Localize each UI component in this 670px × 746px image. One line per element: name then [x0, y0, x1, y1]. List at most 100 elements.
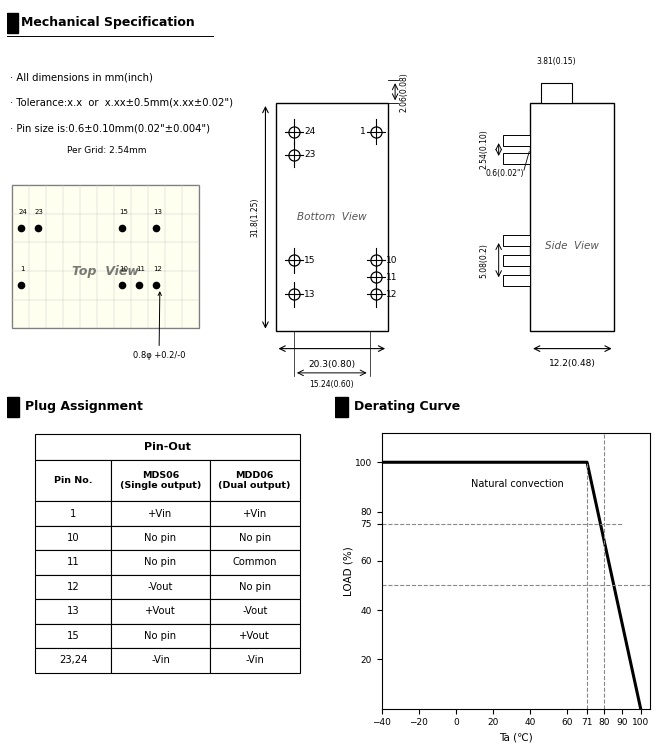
Bar [210, 501, 299, 526]
Text: 20.3(0.80): 20.3(0.80) [308, 360, 355, 369]
Bar [210, 648, 299, 673]
Bar [111, 551, 210, 574]
Bar [36, 551, 111, 574]
Text: 24: 24 [304, 127, 316, 137]
Text: 1: 1 [360, 127, 366, 137]
Text: 23: 23 [35, 209, 44, 215]
Text: 11: 11 [386, 273, 397, 282]
X-axis label: Ta (℃): Ta (℃) [499, 733, 533, 743]
Bar [210, 574, 299, 599]
Bar [7, 13, 18, 33]
Text: -Vin: -Vin [151, 655, 170, 665]
Text: · All dimensions in mm(inch): · All dimensions in mm(inch) [11, 72, 153, 82]
Bar [36, 599, 111, 624]
Text: No pin: No pin [145, 533, 176, 543]
Bar [210, 460, 299, 501]
Bar [210, 599, 299, 624]
Text: 15.24(0.60): 15.24(0.60) [310, 380, 354, 389]
Text: 10: 10 [120, 266, 129, 272]
Bar [12, 185, 198, 328]
Text: +Vin: +Vin [243, 509, 267, 518]
Bar [503, 275, 530, 286]
Text: Plug Assignment: Plug Assignment [25, 401, 143, 413]
Text: Top  View: Top View [72, 265, 139, 278]
Bar [7, 398, 19, 417]
Text: -Vin: -Vin [245, 655, 264, 665]
Text: MDS06
(Single output): MDS06 (Single output) [120, 471, 201, 490]
Text: Common: Common [232, 557, 277, 568]
Text: 12.2(0.48): 12.2(0.48) [549, 359, 596, 368]
Bar [503, 135, 530, 145]
Bar [503, 254, 530, 266]
Text: No pin: No pin [239, 582, 271, 592]
Text: 15: 15 [67, 631, 80, 641]
Text: Mechanical Specification: Mechanical Specification [21, 16, 195, 29]
Text: 24: 24 [18, 209, 27, 215]
Text: · Pin size is:0.6±0.10mm(0.02"±0.004"): · Pin size is:0.6±0.10mm(0.02"±0.004") [11, 123, 210, 134]
Bar [210, 526, 299, 551]
Text: · Tolerance:x.x  or  x.xx±0.5mm(x.xx±0.02"): · Tolerance:x.x or x.xx±0.5mm(x.xx±0.02"… [11, 98, 233, 107]
Text: -Vout: -Vout [242, 606, 267, 616]
Text: +Vin: +Vin [148, 509, 173, 518]
Bar [36, 574, 111, 599]
Text: Pin-Out: Pin-Out [144, 442, 191, 452]
Text: 12: 12 [67, 582, 80, 592]
Text: 0.6(0.02"): 0.6(0.02") [486, 169, 524, 178]
Text: 31.8(1.25): 31.8(1.25) [251, 198, 260, 237]
Text: 5.08(0.2): 5.08(0.2) [479, 242, 488, 278]
Text: 2.54(0.10): 2.54(0.10) [479, 130, 488, 169]
Text: No pin: No pin [239, 533, 271, 543]
Text: 3.81(0.15): 3.81(0.15) [537, 57, 576, 66]
Text: 11: 11 [137, 266, 145, 272]
Text: 12: 12 [386, 290, 397, 299]
Text: 10: 10 [67, 533, 80, 543]
Bar [111, 526, 210, 551]
Text: Natural convection: Natural convection [470, 480, 563, 489]
Text: -Vout: -Vout [148, 582, 173, 592]
Text: +Vout: +Vout [145, 606, 176, 616]
Text: 15: 15 [120, 209, 129, 215]
Text: MDD06
(Dual output): MDD06 (Dual output) [218, 471, 291, 490]
Text: Side  View: Side View [545, 241, 599, 251]
Text: +Vout: +Vout [239, 631, 270, 641]
Text: 23,24: 23,24 [59, 655, 87, 665]
Bar [36, 526, 111, 551]
Bar [36, 648, 111, 673]
Text: Bottom  View: Bottom View [297, 213, 366, 222]
Text: 13: 13 [153, 209, 163, 215]
Bar [335, 398, 348, 417]
Bar [210, 551, 299, 574]
Text: 15: 15 [304, 256, 316, 265]
Text: 0.8φ +0.2/-0: 0.8φ +0.2/-0 [133, 292, 186, 360]
Text: 2.06(0.08): 2.06(0.08) [399, 72, 408, 112]
Bar [111, 648, 210, 673]
Bar [503, 235, 530, 245]
Bar [111, 460, 210, 501]
Text: No pin: No pin [145, 557, 176, 568]
Bar [111, 574, 210, 599]
Text: 11: 11 [67, 557, 80, 568]
Text: Per Grid: 2.54mm: Per Grid: 2.54mm [68, 146, 147, 155]
Text: 13: 13 [67, 606, 80, 616]
Bar [111, 624, 210, 648]
Bar [36, 624, 111, 648]
Bar [36, 501, 111, 526]
Text: 23: 23 [304, 150, 316, 159]
Bar [503, 154, 530, 164]
Bar [210, 624, 299, 648]
Text: 13: 13 [304, 290, 316, 299]
Text: Pin No.: Pin No. [54, 476, 92, 485]
Text: Derating Curve: Derating Curve [354, 401, 460, 413]
Bar [12, 185, 198, 328]
Y-axis label: LOAD (%): LOAD (%) [344, 546, 354, 595]
Bar [530, 103, 614, 331]
Text: 1: 1 [20, 266, 25, 272]
Text: No pin: No pin [145, 631, 176, 641]
Bar [36, 434, 299, 460]
Bar [111, 501, 210, 526]
Text: 1: 1 [70, 509, 76, 518]
Bar [111, 599, 210, 624]
Text: 12: 12 [153, 266, 162, 272]
Bar [36, 460, 111, 501]
Bar [541, 83, 572, 103]
